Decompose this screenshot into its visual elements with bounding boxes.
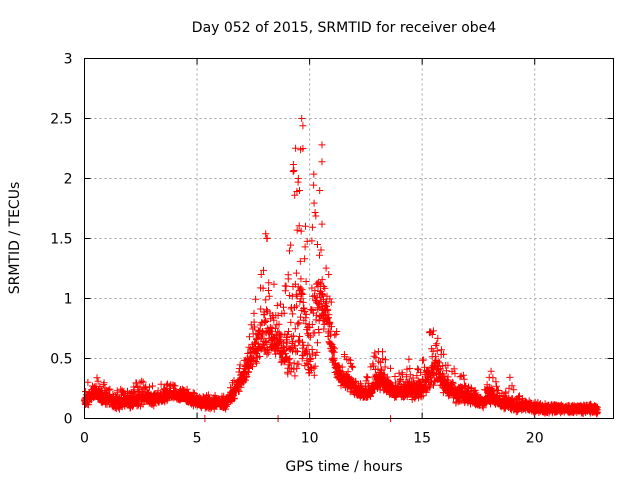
y-tick-label: 1.5	[50, 232, 72, 248]
chart-title: Day 052 of 2015, SRMTID for receiver obe…	[192, 20, 496, 36]
data-point	[81, 115, 602, 422]
x-tick-label: 0	[80, 431, 89, 447]
y-tick-label: 0.5	[50, 352, 72, 368]
y-tick-label: 3	[64, 52, 73, 68]
x-tick-label: 5	[193, 431, 202, 447]
y-axis-label: SRMTID / TECUs	[7, 182, 23, 295]
y-tick-label: 2.5	[50, 112, 72, 128]
data-points	[81, 115, 602, 422]
plot-frame	[84, 58, 614, 419]
y-tick-label: 2	[64, 172, 73, 188]
x-tick-label: 20	[526, 431, 544, 447]
x-tick-label: 10	[301, 431, 319, 447]
y-tick-label: 1	[64, 292, 73, 308]
x-tick-label: 15	[413, 431, 431, 447]
x-axis-label: GPS time / hours	[285, 459, 402, 475]
axis-ticks: 0 0.5 1 1.5 2 2.5 3 0 5 10 15 20	[50, 52, 614, 447]
y-tick-label: 0	[64, 412, 73, 428]
grid	[84, 58, 614, 419]
